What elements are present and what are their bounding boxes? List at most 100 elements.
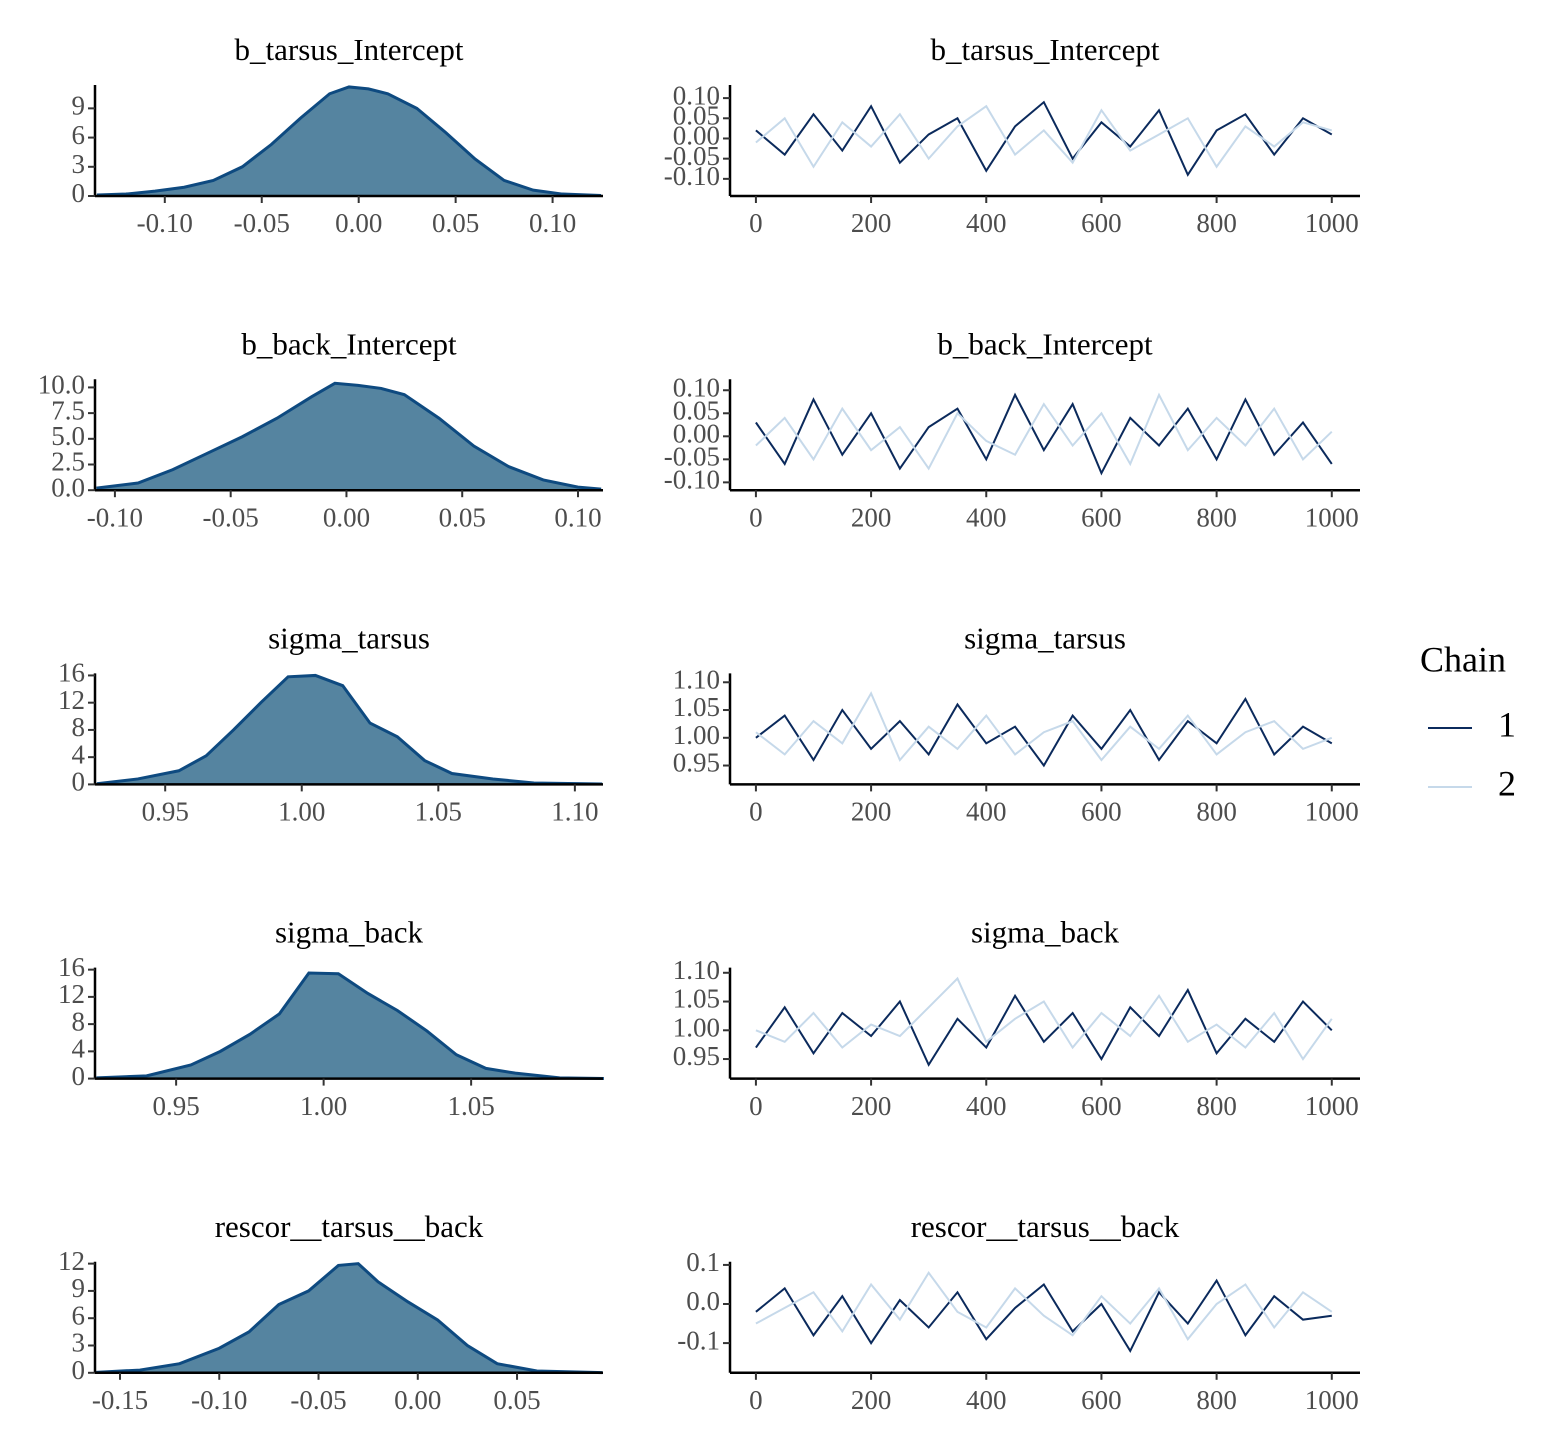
panel-title: sigma_back xyxy=(275,915,424,950)
x-tick-label: 0.05 xyxy=(439,502,486,532)
x-tick-label: 200 xyxy=(851,208,892,238)
density-line xyxy=(96,971,604,1080)
panel-title: rescor__tarsus__back xyxy=(215,1209,484,1244)
y-tick-label: 16 xyxy=(58,952,85,982)
x-tick-label: 1.00 xyxy=(278,797,325,827)
y-tick-label: 3 xyxy=(72,149,86,179)
x-tick-label: 0 xyxy=(749,502,763,532)
x-tick-label: 0.05 xyxy=(493,1385,540,1415)
y-tick-label: 0.00 xyxy=(673,121,720,151)
trace-line xyxy=(755,104,1333,169)
y-tick-label: -0.10 xyxy=(664,465,720,495)
x-tick-label: 400 xyxy=(966,1385,1007,1415)
trace-line xyxy=(755,100,1333,177)
x-tick-label: -0.05 xyxy=(203,502,259,532)
y-tick-label: 1.10 xyxy=(673,664,720,694)
y-tick-label: 12 xyxy=(58,979,85,1009)
x-tick-label: -0.10 xyxy=(87,502,143,532)
x-tick-label: 600 xyxy=(1081,502,1122,532)
x-tick-label: -0.15 xyxy=(92,1385,148,1415)
x-tick-label: 200 xyxy=(851,1091,892,1121)
trace-line xyxy=(755,696,1333,768)
y-tick-label: 1.10 xyxy=(673,955,720,985)
y-tick-label: 0.00 xyxy=(673,419,720,449)
y-tick-label: 0 xyxy=(72,767,86,797)
x-tick-label: 0 xyxy=(749,208,763,238)
y-tick-label: 0.05 xyxy=(673,101,720,131)
y-tick-label: -0.1 xyxy=(677,1325,720,1355)
y-tick-label: 12 xyxy=(58,685,85,715)
x-tick-label: 400 xyxy=(966,502,1007,532)
legend-label: 1 xyxy=(1498,704,1516,744)
panel-title: sigma_back xyxy=(971,915,1120,950)
density-area xyxy=(96,1263,603,1373)
x-tick-label: 0.00 xyxy=(394,1385,441,1415)
trace-line xyxy=(755,1270,1333,1341)
density-line xyxy=(96,381,602,491)
x-tick-label: -0.05 xyxy=(234,208,290,238)
y-tick-label: -0.05 xyxy=(664,442,720,472)
trace-line xyxy=(755,392,1333,471)
panel-title: b_tarsus_Intercept xyxy=(931,32,1160,67)
x-tick-label: -0.05 xyxy=(290,1385,346,1415)
x-tick-label: 1.10 xyxy=(551,797,598,827)
density-line xyxy=(96,85,602,198)
panel-title: rescor__tarsus__back xyxy=(911,1209,1180,1244)
y-tick-label: 0.0 xyxy=(51,472,85,502)
x-tick-label: 0.00 xyxy=(335,208,382,238)
density-line xyxy=(96,1262,603,1375)
y-tick-label: -0.05 xyxy=(664,141,720,171)
y-tick-label: 12 xyxy=(58,1246,85,1276)
density-area xyxy=(96,86,602,196)
density-line xyxy=(96,673,603,786)
y-tick-label: 7.5 xyxy=(51,395,85,425)
x-tick-label: 800 xyxy=(1196,797,1237,827)
panel-title: sigma_tarsus xyxy=(268,621,430,656)
x-tick-label: 1.05 xyxy=(448,1091,495,1121)
y-tick-label: 0 xyxy=(72,1355,86,1385)
y-tick-label: 1.00 xyxy=(673,1012,720,1042)
x-tick-label: 400 xyxy=(966,797,1007,827)
y-tick-label: 0.95 xyxy=(673,748,720,778)
x-tick-label: 0.10 xyxy=(554,502,601,532)
legend-label: 2 xyxy=(1498,763,1516,803)
x-tick-label: 0.10 xyxy=(529,208,576,238)
y-tick-label: 2.5 xyxy=(51,447,85,477)
y-tick-label: 10.0 xyxy=(38,370,85,400)
y-tick-label: 0 xyxy=(72,178,86,208)
y-tick-label: 3 xyxy=(72,1328,86,1358)
x-tick-label: -0.10 xyxy=(137,208,193,238)
x-tick-label: 0.95 xyxy=(153,1091,200,1121)
y-tick-label: 9 xyxy=(72,91,86,121)
y-tick-label: -0.10 xyxy=(664,161,720,191)
x-tick-label: 600 xyxy=(1081,1385,1122,1415)
y-tick-label: 0.95 xyxy=(673,1041,720,1071)
x-tick-label: 1.00 xyxy=(300,1091,347,1121)
x-tick-label: 600 xyxy=(1081,208,1122,238)
y-tick-label: 8 xyxy=(72,1006,86,1036)
y-tick-label: 0.05 xyxy=(673,395,720,425)
x-tick-label: 1000 xyxy=(1305,502,1359,532)
y-tick-label: 4 xyxy=(72,739,86,769)
x-tick-label: 1000 xyxy=(1305,1385,1359,1415)
y-tick-label: 0.10 xyxy=(673,372,720,402)
y-tick-label: 6 xyxy=(72,120,86,150)
x-tick-label: 800 xyxy=(1196,1385,1237,1415)
y-tick-label: 8 xyxy=(72,712,86,742)
density-area xyxy=(96,973,604,1079)
y-tick-label: 6 xyxy=(72,1300,86,1330)
x-tick-label: 800 xyxy=(1196,208,1237,238)
panel-title: b_back_Intercept xyxy=(241,326,457,361)
y-tick-label: 1.05 xyxy=(673,984,720,1014)
x-tick-label: 800 xyxy=(1196,502,1237,532)
x-tick-label: 0 xyxy=(749,1385,763,1415)
x-tick-label: 800 xyxy=(1196,1091,1237,1121)
x-tick-label: 0 xyxy=(749,1091,763,1121)
panel-title: b_tarsus_Intercept xyxy=(235,32,464,67)
panel-title: b_back_Intercept xyxy=(937,326,1153,361)
y-tick-label: 1.05 xyxy=(673,692,720,722)
y-tick-label: 16 xyxy=(58,658,85,688)
trace-line xyxy=(755,392,1333,476)
y-tick-label: 9 xyxy=(72,1273,86,1303)
